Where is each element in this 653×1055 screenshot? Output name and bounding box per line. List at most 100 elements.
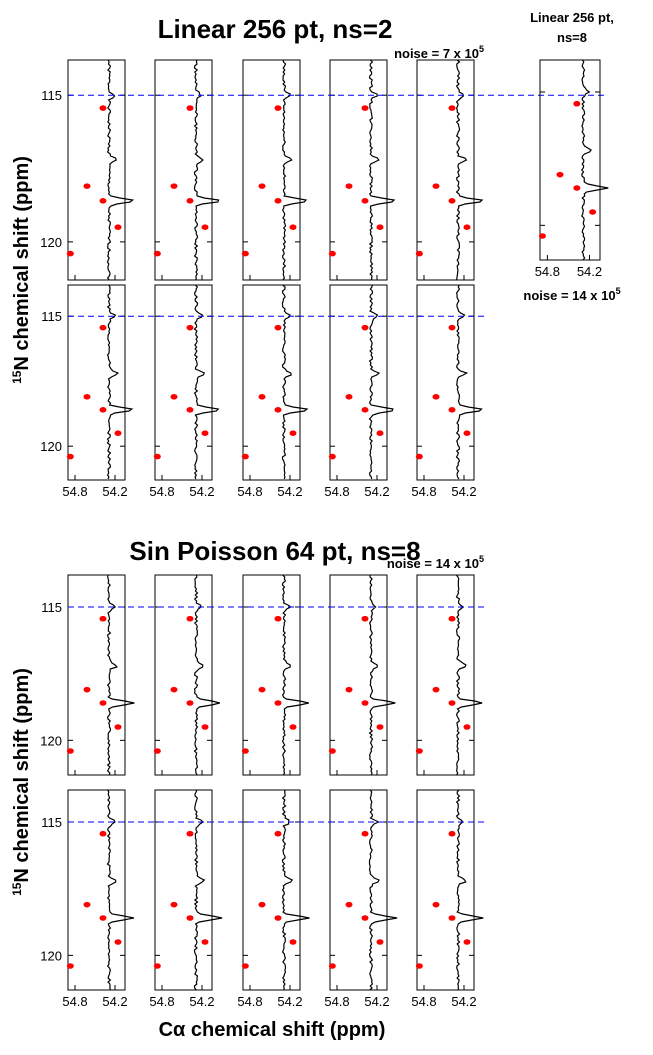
x-tick-label: 54.8 bbox=[535, 264, 560, 279]
peak bbox=[274, 915, 282, 921]
peak bbox=[415, 453, 423, 460]
peak bbox=[99, 830, 107, 837]
peak bbox=[201, 224, 209, 230]
peak bbox=[274, 830, 282, 837]
peak bbox=[289, 224, 297, 230]
peak bbox=[361, 830, 369, 837]
peak bbox=[556, 171, 564, 178]
peak bbox=[448, 198, 456, 204]
peak bbox=[274, 615, 282, 622]
peak bbox=[361, 915, 369, 921]
trace bbox=[368, 284, 394, 480]
panel-frame bbox=[67, 574, 126, 776]
x-tick-label: 54.8 bbox=[149, 484, 174, 499]
peak bbox=[153, 453, 161, 460]
x-tick-label: 54.8 bbox=[62, 484, 87, 499]
trace bbox=[106, 284, 134, 480]
peak bbox=[186, 105, 194, 111]
peak bbox=[463, 430, 471, 437]
trace bbox=[106, 574, 135, 776]
peak bbox=[258, 183, 266, 189]
x-tick-label: 54.8 bbox=[324, 994, 349, 1009]
peak bbox=[241, 250, 249, 257]
trace bbox=[193, 789, 223, 991]
trace bbox=[581, 59, 609, 261]
peak bbox=[415, 748, 423, 754]
panel-frame bbox=[67, 284, 126, 481]
peak bbox=[432, 394, 440, 400]
noise-label: noise = 14 x 105 bbox=[387, 554, 484, 571]
peak bbox=[376, 430, 384, 437]
noise-text: noise = 14 x 10 bbox=[523, 288, 615, 303]
panel-frame bbox=[242, 284, 301, 481]
peak bbox=[83, 901, 91, 908]
panel-frame bbox=[539, 59, 601, 261]
peak bbox=[114, 939, 122, 945]
x-tick-label: 54.2 bbox=[577, 264, 602, 279]
panel-frame bbox=[242, 789, 301, 991]
x-tick-label: 54.8 bbox=[237, 484, 262, 499]
trace bbox=[455, 789, 484, 991]
x-tick-label: 54.2 bbox=[451, 994, 476, 1009]
peak bbox=[415, 250, 423, 257]
x-tick-label: 54.8 bbox=[411, 484, 436, 499]
peak bbox=[99, 615, 107, 622]
peak bbox=[186, 915, 194, 921]
peak bbox=[201, 939, 209, 945]
section-title: Sin Poisson 64 pt, ns=8 bbox=[129, 536, 420, 566]
peak bbox=[589, 209, 597, 215]
peak bbox=[345, 183, 353, 189]
panel-frame bbox=[416, 59, 475, 281]
peak bbox=[99, 407, 107, 413]
peak bbox=[361, 324, 369, 331]
y-label-text: N chemical shift (ppm) bbox=[11, 668, 33, 882]
x-axis-label: Cα chemical shift (ppm) bbox=[159, 1019, 386, 1041]
x-tick-label: 54.2 bbox=[451, 484, 476, 499]
y-label-text: N chemical shift (ppm) bbox=[11, 156, 33, 370]
panel-frame bbox=[416, 284, 475, 481]
trace bbox=[193, 574, 220, 776]
noise-text: noise = 14 x 10 bbox=[387, 556, 479, 571]
peak bbox=[274, 198, 282, 204]
trace bbox=[455, 59, 484, 281]
peak bbox=[99, 198, 107, 204]
panel-frame bbox=[329, 574, 388, 776]
y-label-sup: 15 bbox=[10, 882, 24, 896]
panel-frame bbox=[329, 284, 388, 481]
peak bbox=[361, 615, 369, 622]
noise-exp: 5 bbox=[616, 286, 621, 296]
y-tick-label: 115 bbox=[41, 309, 62, 324]
peak bbox=[170, 686, 178, 693]
panel-frame bbox=[154, 789, 213, 991]
y-tick-label: 120 bbox=[40, 439, 62, 454]
peak bbox=[448, 700, 456, 706]
panel-frame bbox=[416, 574, 475, 776]
peak bbox=[170, 183, 178, 189]
peak bbox=[186, 324, 194, 331]
peak bbox=[258, 394, 266, 400]
peak bbox=[376, 724, 384, 730]
x-tick-label: 54.2 bbox=[102, 484, 127, 499]
x-tick-label: 54.2 bbox=[364, 484, 389, 499]
peak bbox=[186, 198, 194, 204]
x-tick-label: 54.2 bbox=[102, 994, 127, 1009]
peak bbox=[289, 939, 297, 945]
peak bbox=[99, 105, 107, 111]
peak bbox=[448, 915, 456, 921]
peak bbox=[66, 963, 74, 969]
panel-frame bbox=[416, 789, 475, 991]
peak bbox=[448, 324, 456, 331]
peak bbox=[415, 963, 423, 969]
peak bbox=[241, 748, 249, 754]
peak bbox=[448, 830, 456, 837]
panel-frame bbox=[242, 574, 301, 776]
peak bbox=[114, 724, 122, 730]
x-tick-label: 54.2 bbox=[277, 484, 302, 499]
peak bbox=[274, 407, 282, 413]
peak bbox=[328, 748, 336, 754]
peak bbox=[186, 615, 194, 622]
trace bbox=[281, 789, 310, 991]
peak bbox=[186, 700, 194, 706]
panel-frame bbox=[154, 574, 213, 776]
peak bbox=[361, 198, 369, 204]
